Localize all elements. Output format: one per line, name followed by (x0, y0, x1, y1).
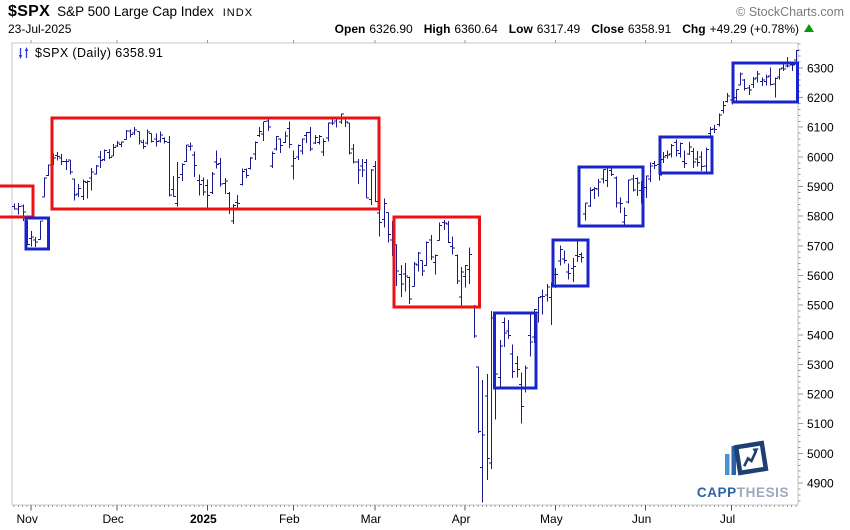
y-axis-label: 5900 (807, 180, 834, 194)
annotation-box-red (50, 116, 381, 211)
high-value: 6360.64 (454, 22, 498, 36)
annotation-box-red (392, 215, 482, 309)
logo-text-capp: CAPP (696, 485, 737, 500)
y-axis-label: 5700 (807, 239, 834, 253)
open-label: Open (334, 22, 366, 36)
low-label: Low (508, 22, 533, 36)
y-axis-label: 4900 (807, 477, 834, 491)
high-label: High (423, 22, 451, 36)
cappthesis-logo-text: CAPPTHESIS (688, 485, 798, 500)
x-axis-label: Mar (361, 512, 382, 526)
y-axis-label: 5500 (807, 299, 834, 313)
open-value: 6326.90 (369, 22, 413, 36)
y-axis-label: 5400 (807, 328, 834, 342)
legend-label: $SPX (Daily) 6358.91 (35, 46, 164, 60)
x-axis-label: Dec (102, 512, 123, 526)
x-axis-label: 2025 (190, 512, 217, 526)
chart-header: $SPX S&P 500 Large Cap Index INDX © Stoc… (8, 3, 844, 21)
y-axis-label: 6000 (807, 150, 834, 164)
logo-text-thesis: THESIS (736, 485, 790, 500)
chart-legend: $SPX (Daily) 6358.91 (17, 46, 163, 60)
x-axis-label: Feb (279, 512, 300, 526)
change-up-triangle-icon (804, 24, 814, 32)
annotation-box-blue (658, 135, 714, 175)
y-axis-label: 5000 (807, 447, 834, 461)
x-axis-label: Jun (632, 512, 651, 526)
x-axis-label: Apr (452, 512, 471, 526)
x-axis-label: Nov (17, 512, 38, 526)
annotation-box-blue (577, 165, 645, 228)
x-axis: Nov Dec 2025 Feb Mar Apr May Jun Jul (13, 40, 797, 526)
y-axis: 6300 6200 6100 6000 5900 5800 5700 5600 5500 5400… (798, 43, 834, 502)
y-axis-label: 5100 (807, 417, 834, 431)
annotation-box-blue (551, 238, 590, 288)
date-label: 23-Jul-2025 (8, 22, 72, 36)
x-axis-label: May (540, 512, 563, 526)
y-axis-label: 5200 (807, 388, 834, 402)
annotation-box-blue (24, 216, 50, 251)
chg-value: +49.29 (+0.78%) (709, 22, 799, 36)
cappthesis-logo-icon (725, 440, 769, 476)
quote-line: 23-Jul-2025 Open 6326.90 High 6360.64 Lo… (8, 22, 814, 36)
y-axis-label: 5600 (807, 269, 834, 283)
y-axis-label: 6300 (807, 61, 834, 75)
y-axis-label: 5800 (807, 210, 834, 224)
close-value: 6358.91 (627, 22, 672, 36)
y-axis-label: 5300 (807, 358, 834, 372)
x-axis-label: Jul (720, 512, 735, 526)
y-axis-label: 6200 (807, 91, 834, 105)
annotation-box-blue (731, 61, 800, 104)
close-label: Close (591, 22, 624, 36)
annotation-box-red (0, 184, 35, 219)
y-axis-label: 6100 (807, 121, 834, 135)
annotation-box-blue (492, 311, 538, 390)
exchange-tag: INDX (222, 7, 254, 19)
index-name: S&P 500 Large Cap Index (57, 4, 214, 19)
cappthesis-watermark: CAPPTHESIS (688, 437, 798, 500)
chg-label: Chg (682, 22, 706, 36)
low-value: 6317.49 (536, 22, 581, 36)
price-bars-icon (18, 47, 29, 59)
stockcharts-copyright-link[interactable]: © StockCharts.com (736, 5, 844, 19)
annotation-boxes (0, 61, 800, 390)
price-bars (12, 49, 799, 503)
symbol: $SPX (8, 3, 51, 20)
